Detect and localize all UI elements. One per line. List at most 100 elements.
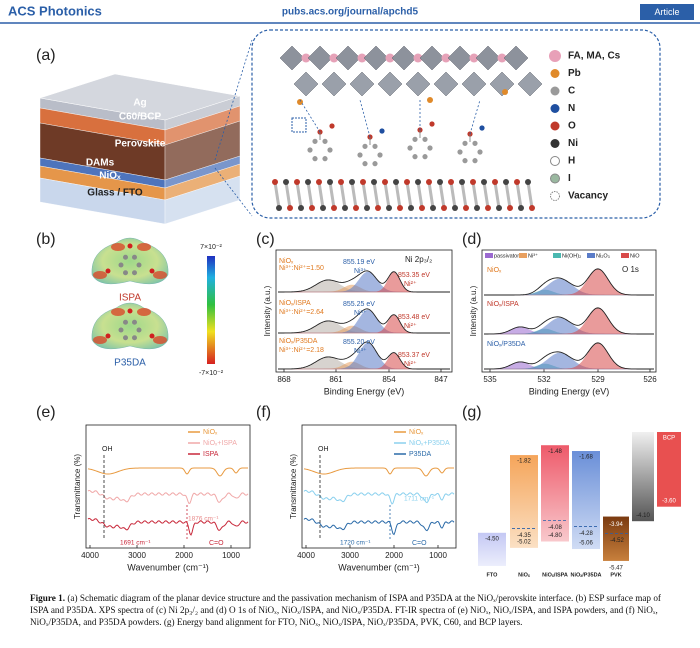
octahedron [475, 45, 501, 71]
x-tick-label: 532 [537, 375, 551, 384]
atom [362, 161, 368, 167]
energy-band [632, 432, 654, 522]
bond [317, 181, 325, 209]
atom [297, 99, 303, 105]
legend-marker [550, 191, 560, 201]
panel-label: (e) [36, 404, 56, 421]
atom [437, 179, 443, 185]
atom [377, 152, 383, 158]
column-label: NiOₓ [518, 572, 531, 578]
atom [492, 179, 498, 185]
line [469, 99, 481, 135]
legend-label: N [568, 103, 575, 114]
energy-label: -4.52 [610, 538, 624, 544]
esp-negative-region [137, 243, 151, 251]
octahedron [489, 71, 515, 97]
atom [430, 205, 436, 211]
peak-label: 855.25 eV [343, 301, 375, 308]
x-tick-label: 529 [591, 375, 605, 384]
atom [357, 53, 367, 63]
energy-label: -1.82 [517, 459, 531, 465]
ftir-spectrum [87, 467, 248, 477]
y-axis-label: Intensity (a.u.) [469, 285, 478, 336]
energy-band [510, 455, 538, 548]
ratio-label: Ni³⁺:Ni²⁺=2.64 [279, 308, 324, 316]
atom [276, 205, 282, 211]
legend-label: Ni₂O₃ [596, 253, 610, 259]
energy-label: -4.10 [636, 513, 650, 519]
bond [394, 181, 402, 209]
bond [306, 181, 314, 209]
bond [295, 181, 303, 209]
energy-label: -4.35 [517, 533, 531, 539]
atom [372, 143, 378, 149]
journal-name: ACS Photonics [8, 3, 102, 18]
energy-label: -4.08 [548, 525, 562, 531]
energy-band [572, 451, 600, 550]
atom [404, 179, 410, 185]
legend-marker [550, 86, 560, 96]
atom [422, 136, 428, 142]
legend-label: NiOₓ [409, 429, 424, 436]
peak-label: 855.19 eV [343, 259, 375, 266]
atom [459, 179, 465, 185]
x-tick-label: 4000 [81, 551, 99, 560]
octahedron [503, 45, 529, 71]
atom [331, 205, 337, 211]
energy-band [478, 532, 506, 566]
atom [452, 205, 458, 211]
x-tick-label: 3000 [128, 551, 146, 560]
species-label: Ni³⁺ [354, 347, 367, 355]
bond [339, 181, 347, 209]
atom [123, 270, 128, 276]
bond [427, 181, 435, 209]
atom [136, 262, 142, 268]
peak-label: 1876 cm⁻¹ [188, 516, 219, 523]
atom [379, 128, 385, 134]
atom [360, 179, 366, 185]
peak-label: 853.48 eV [398, 314, 430, 321]
octahedron [461, 71, 487, 97]
plot-frame [275, 249, 453, 373]
x-tick-label: 526 [643, 375, 657, 384]
atom [357, 152, 363, 158]
layer-label: C60/BCP [119, 112, 162, 123]
atom [429, 121, 435, 127]
scale-min: -7×10⁻² [199, 370, 224, 377]
atom [312, 156, 318, 162]
bond [328, 181, 336, 209]
atom [322, 156, 328, 162]
octahedron [517, 71, 543, 97]
ftir-spectrum [87, 517, 249, 536]
atom [462, 158, 468, 164]
octahedron [405, 71, 431, 97]
ratio-label: Ni³⁺:Ni²⁺=2.18 [279, 346, 324, 354]
atom [525, 179, 531, 185]
atom [463, 205, 469, 211]
octahedron [321, 71, 347, 97]
legend-marker [550, 121, 560, 131]
xps-component [484, 278, 654, 296]
peak-label: 853.35 eV [398, 272, 430, 279]
atom [441, 53, 451, 63]
atom [127, 308, 133, 314]
atom [353, 205, 359, 211]
atom [375, 205, 381, 211]
legend-label: O [568, 121, 576, 132]
legend-label: Ni(OH)₂ [562, 253, 581, 259]
species-label: Ni²⁺ [404, 280, 417, 288]
x-tick-label: 535 [483, 375, 497, 384]
atom [477, 149, 483, 155]
species-label: Ni³⁺ [354, 309, 367, 317]
line [299, 99, 321, 133]
legend-label: NiOₓ+P35DA [409, 440, 450, 447]
atom [301, 53, 311, 63]
figure: ACS Photonics pubs.acs.org/journal/apchd5… [0, 3, 700, 578]
atom [123, 319, 128, 325]
atom [118, 327, 124, 333]
atom [413, 53, 423, 63]
atom [132, 270, 137, 276]
atom [364, 205, 370, 211]
atom [427, 97, 433, 103]
